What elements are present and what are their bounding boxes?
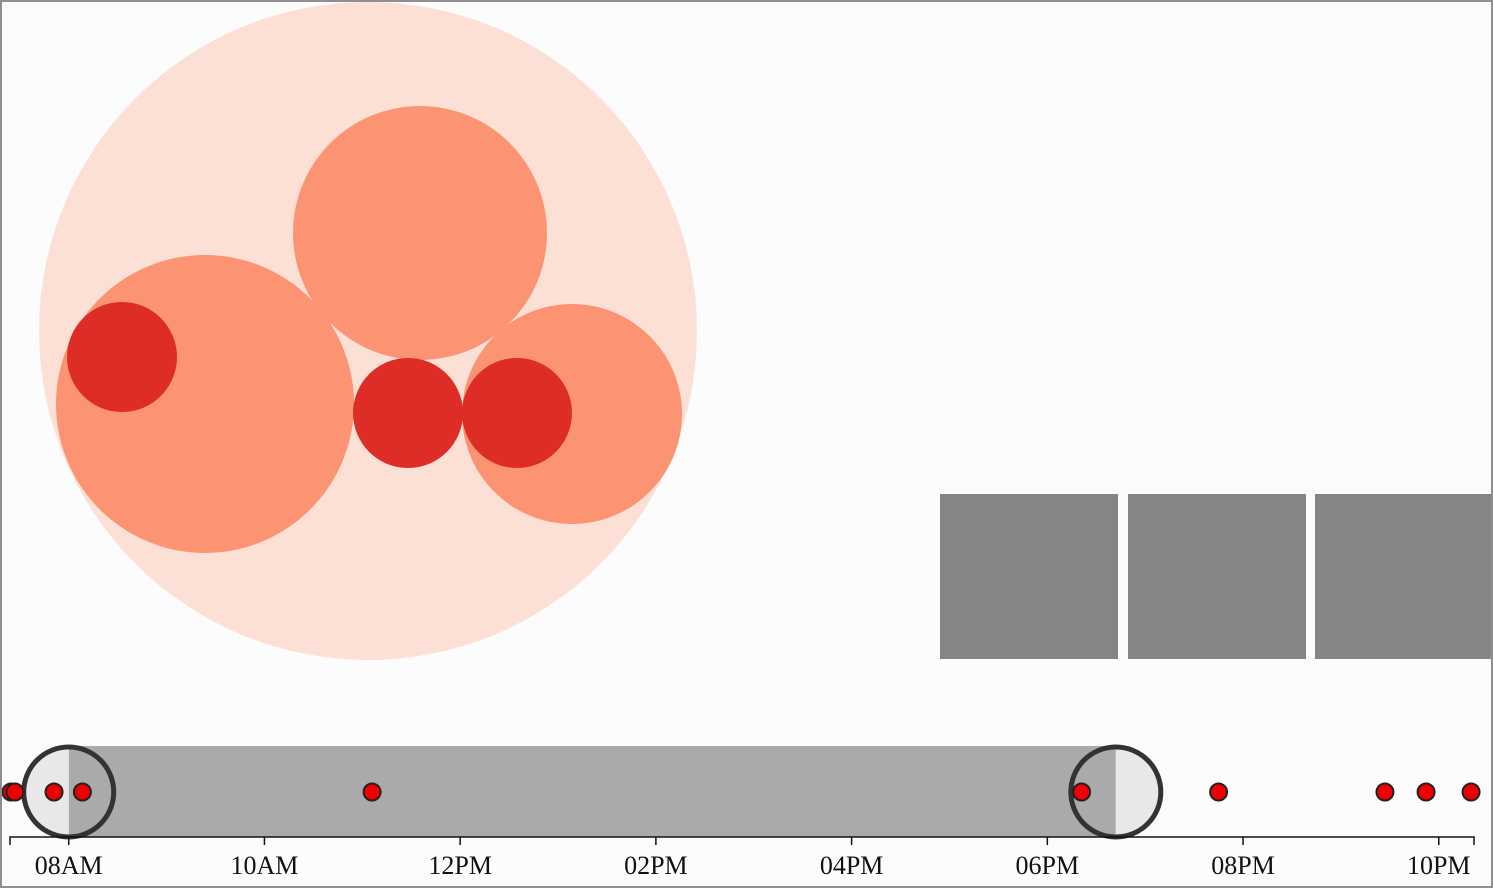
axis-tick-label: 08AM xyxy=(35,851,103,880)
timeline-brush[interactable]: 08AM 10AM 12PM 02PM 04PM 06PM 08PM 10PM xyxy=(2,744,1481,880)
pack-group-b-circle[interactable] xyxy=(293,106,547,360)
axis-tick: 06PM xyxy=(1016,837,1080,880)
axis-tick-label: 12PM xyxy=(428,851,492,880)
brush[interactable] xyxy=(21,744,1164,840)
axis-tick: 10AM xyxy=(230,837,298,880)
event-dot[interactable] xyxy=(1416,782,1436,802)
event-dot[interactable] xyxy=(5,782,25,802)
axis-tick: 08PM xyxy=(1211,837,1275,880)
pack-leaf-circle[interactable] xyxy=(353,358,463,468)
event-dot[interactable] xyxy=(1209,782,1229,802)
axis-tick-label: 06PM xyxy=(1016,851,1080,880)
event-dot[interactable] xyxy=(362,782,382,802)
axis-tick-label: 04PM xyxy=(820,851,884,880)
event-dots xyxy=(2,782,1481,802)
square-block-3 xyxy=(1315,494,1491,659)
axis-tick-label: 02PM xyxy=(624,851,688,880)
block-row xyxy=(940,494,1491,659)
axis-tick: 12PM xyxy=(428,837,492,880)
axis-tick-label: 10AM xyxy=(230,851,298,880)
square-block-1 xyxy=(940,494,1118,659)
axis-domain-line xyxy=(9,836,1475,845)
event-dot[interactable] xyxy=(72,782,92,802)
axis-tick: 04PM xyxy=(820,837,884,880)
event-dot[interactable] xyxy=(1461,782,1481,802)
event-dot[interactable] xyxy=(1072,782,1092,802)
brush-selection[interactable] xyxy=(68,746,1116,837)
axis-tick: 10PM xyxy=(1407,837,1471,880)
axis-tick: 08AM xyxy=(35,837,103,880)
event-dot[interactable] xyxy=(1375,782,1395,802)
circle-pack-chart xyxy=(39,2,697,660)
brush-handle-right-fill xyxy=(1115,747,1161,837)
axis-tick: 02PM xyxy=(624,837,688,880)
time-axis: 08AM 10AM 12PM 02PM 04PM 06PM 08PM 10PM xyxy=(9,836,1475,880)
pack-leaf-circle[interactable] xyxy=(462,358,572,468)
axis-tick-label: 10PM xyxy=(1407,851,1471,880)
axis-tick-label: 08PM xyxy=(1211,851,1275,880)
pack-leaf-circle[interactable] xyxy=(67,302,177,412)
event-dot[interactable] xyxy=(44,782,64,802)
square-block-2 xyxy=(1128,494,1306,659)
